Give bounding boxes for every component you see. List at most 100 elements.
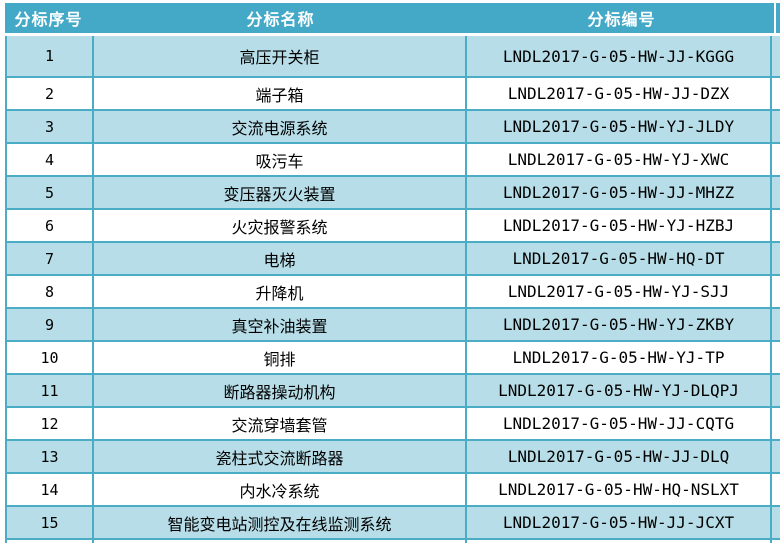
seq-value: 15 xyxy=(40,513,59,532)
code-cell: LNDL2017-G-05-HW-HQ-DT xyxy=(465,243,770,274)
name-value: 真空补油装置 xyxy=(231,318,328,336)
seq-value: 13 xyxy=(40,447,59,466)
code-value: LNDL2017-G-05-HW-YJ-HZBJ xyxy=(502,216,735,235)
column-header-code: 分标编号 xyxy=(467,3,774,33)
seq-cell: 6 xyxy=(7,210,92,241)
sliver-cell xyxy=(770,408,780,439)
table-row: 13 瓷柱式交流断路器 LNDL2017-G-05-HW-JJ-DLQ xyxy=(5,439,780,472)
name-cell: 火灾报警系统 xyxy=(92,210,465,241)
table-row: 4 吸污车 LNDL2017-G-05-HW-YJ-XWC xyxy=(5,142,780,175)
code-value: LNDL2017-G-05-HW-YJ-TP xyxy=(512,348,725,367)
code-value: LNDL2017-G-05-HW-JJ-JCXT xyxy=(502,513,735,532)
sliver-cell xyxy=(770,111,780,142)
name-cell: 内水冷系统 xyxy=(92,474,465,505)
seq-value: 7 xyxy=(44,249,55,268)
code-value: LNDL2017-G-05-HW-HQ-DT xyxy=(512,249,725,268)
name-cell: 智能变电站测控及在线监测系统 xyxy=(92,507,465,538)
code-cell: LNDL2017-G-05-HW-YJ-TP xyxy=(465,342,770,373)
name-value: 交流穿墙套管 xyxy=(231,417,328,435)
name-value: 断路器操动机构 xyxy=(223,384,336,402)
sliver-cell xyxy=(770,177,780,208)
sliver-cell xyxy=(770,243,780,274)
sliver-cell xyxy=(770,276,780,307)
seq-cell: 10 xyxy=(7,342,92,373)
name-value: 智能变电站测控及在线监测系统 xyxy=(167,516,392,534)
seq-value: 11 xyxy=(40,381,59,400)
table-row: 7 电梯 LNDL2017-G-05-HW-HQ-DT xyxy=(5,241,780,274)
table-row: 12 交流穿墙套管 LNDL2017-G-05-HW-JJ-CQTG xyxy=(5,406,780,439)
table-header-row: 分标序号 分标名称 分标编号 xyxy=(5,3,780,33)
name-value: 电梯 xyxy=(263,252,296,270)
sliver-cell xyxy=(770,441,780,472)
seq-value: 8 xyxy=(44,282,55,301)
table-body: 1 高压开关柜 LNDL2017-G-05-HW-JJ-KGGG 2 端子箱 L… xyxy=(5,36,780,538)
name-value: 火灾报警系统 xyxy=(231,219,328,237)
seq-cell: 12 xyxy=(7,408,92,439)
seq-cell: 1 xyxy=(7,36,92,76)
sliver-cell xyxy=(770,210,780,241)
seq-cell: 3 xyxy=(7,111,92,142)
table-row: 14 内水冷系统 LNDL2017-G-05-HW-HQ-NSLXT xyxy=(5,472,780,505)
sliver-cell xyxy=(770,144,780,175)
table-row: 9 真空补油装置 LNDL2017-G-05-HW-YJ-ZKBY xyxy=(5,307,780,340)
name-cell xyxy=(92,540,465,543)
code-cell: LNDL2017-G-05-HW-JJ-CQTG xyxy=(465,408,770,439)
name-value: 吸污车 xyxy=(255,153,304,171)
sliver-cell xyxy=(770,540,780,543)
table-row: 15 智能变电站测控及在线监测系统 LNDL2017-G-05-HW-JJ-JC… xyxy=(5,505,780,538)
name-cell: 铜排 xyxy=(92,342,465,373)
table-row: 6 火灾报警系统 LNDL2017-G-05-HW-YJ-HZBJ xyxy=(5,208,780,241)
sliver-cell xyxy=(770,474,780,505)
seq-value: 6 xyxy=(44,216,55,235)
code-cell: LNDL2017-G-05-HW-JJ-MHZZ xyxy=(465,177,770,208)
sliver-cell xyxy=(770,309,780,340)
seq-cell: 9 xyxy=(7,309,92,340)
name-cell: 瓷柱式交流断路器 xyxy=(92,441,465,472)
seq-cell: 15 xyxy=(7,507,92,538)
name-cell: 断路器操动机构 xyxy=(92,375,465,406)
code-cell: LNDL2017-G-05-HW-YJ-HZBJ xyxy=(465,210,770,241)
code-value: LNDL2017-G-05-HW-HQ-NSLXT xyxy=(498,480,739,499)
seq-cell: 7 xyxy=(7,243,92,274)
code-cell: LNDL2017-G-05-HW-JJ-JCXT xyxy=(465,507,770,538)
code-cell: LNDL2017-G-05-HW-YJ-JLDY xyxy=(465,111,770,142)
code-value: LNDL2017-G-05-HW-JJ-DLQ xyxy=(507,447,730,466)
name-cell: 真空补油装置 xyxy=(92,309,465,340)
table-row: 8 升降机 LNDL2017-G-05-HW-YJ-SJJ xyxy=(5,274,780,307)
name-cell: 交流穿墙套管 xyxy=(92,408,465,439)
code-cell: LNDL2017-G-05-HW-HQ-NSLXT xyxy=(465,474,770,505)
header-gap xyxy=(5,33,780,36)
seq-cell: 11 xyxy=(7,375,92,406)
sliver-cell xyxy=(770,375,780,406)
name-value: 高压开关柜 xyxy=(239,50,320,67)
name-value: 铜排 xyxy=(263,351,296,369)
table-row: 10 铜排 LNDL2017-G-05-HW-YJ-TP xyxy=(5,340,780,373)
seq-cell: 5 xyxy=(7,177,92,208)
column-header-name: 分标名称 xyxy=(92,3,467,33)
table-row: 5 变压器灭火装置 LNDL2017-G-05-HW-JJ-MHZZ xyxy=(5,175,780,208)
code-cell: LNDL2017-G-05-HW-JJ-DZX xyxy=(465,78,770,109)
name-value: 变压器灭火装置 xyxy=(223,186,336,204)
code-value: LNDL2017-G-05-HW-YJ-JLDY xyxy=(502,117,735,136)
bid-sections-table: 分标序号 分标名称 分标编号 1 高压开关柜 LNDL2017-G-05-HW-… xyxy=(5,3,780,543)
seq-value: 5 xyxy=(44,183,55,202)
seq-value: 2 xyxy=(44,84,55,103)
seq-value: 12 xyxy=(40,414,59,433)
seq-value: 14 xyxy=(40,480,59,499)
code-cell: LNDL2017-G-05-HW-YJ-SJJ xyxy=(465,276,770,307)
table-row: 11 断路器操动机构 LNDL2017-G-05-HW-YJ-DLQPJ xyxy=(5,373,780,406)
code-value: LNDL2017-G-05-HW-YJ-XWC xyxy=(507,150,730,169)
code-value: LNDL2017-G-05-HW-JJ-CQTG xyxy=(502,414,735,433)
name-value: 瓷柱式交流断路器 xyxy=(215,450,344,468)
seq-value: 3 xyxy=(44,117,55,136)
name-cell: 升降机 xyxy=(92,276,465,307)
name-value: 端子箱 xyxy=(255,87,304,105)
code-value: LNDL2017-G-05-HW-JJ-DZX xyxy=(507,84,730,103)
seq-value: 4 xyxy=(44,150,55,169)
code-cell: LNDL2017-G-05-HW-JJ-KGGG xyxy=(465,36,770,76)
sliver-cell xyxy=(770,507,780,538)
seq-cell: 14 xyxy=(7,474,92,505)
name-value: 升降机 xyxy=(255,285,304,303)
code-value: LNDL2017-G-05-HW-YJ-SJJ xyxy=(507,282,730,301)
